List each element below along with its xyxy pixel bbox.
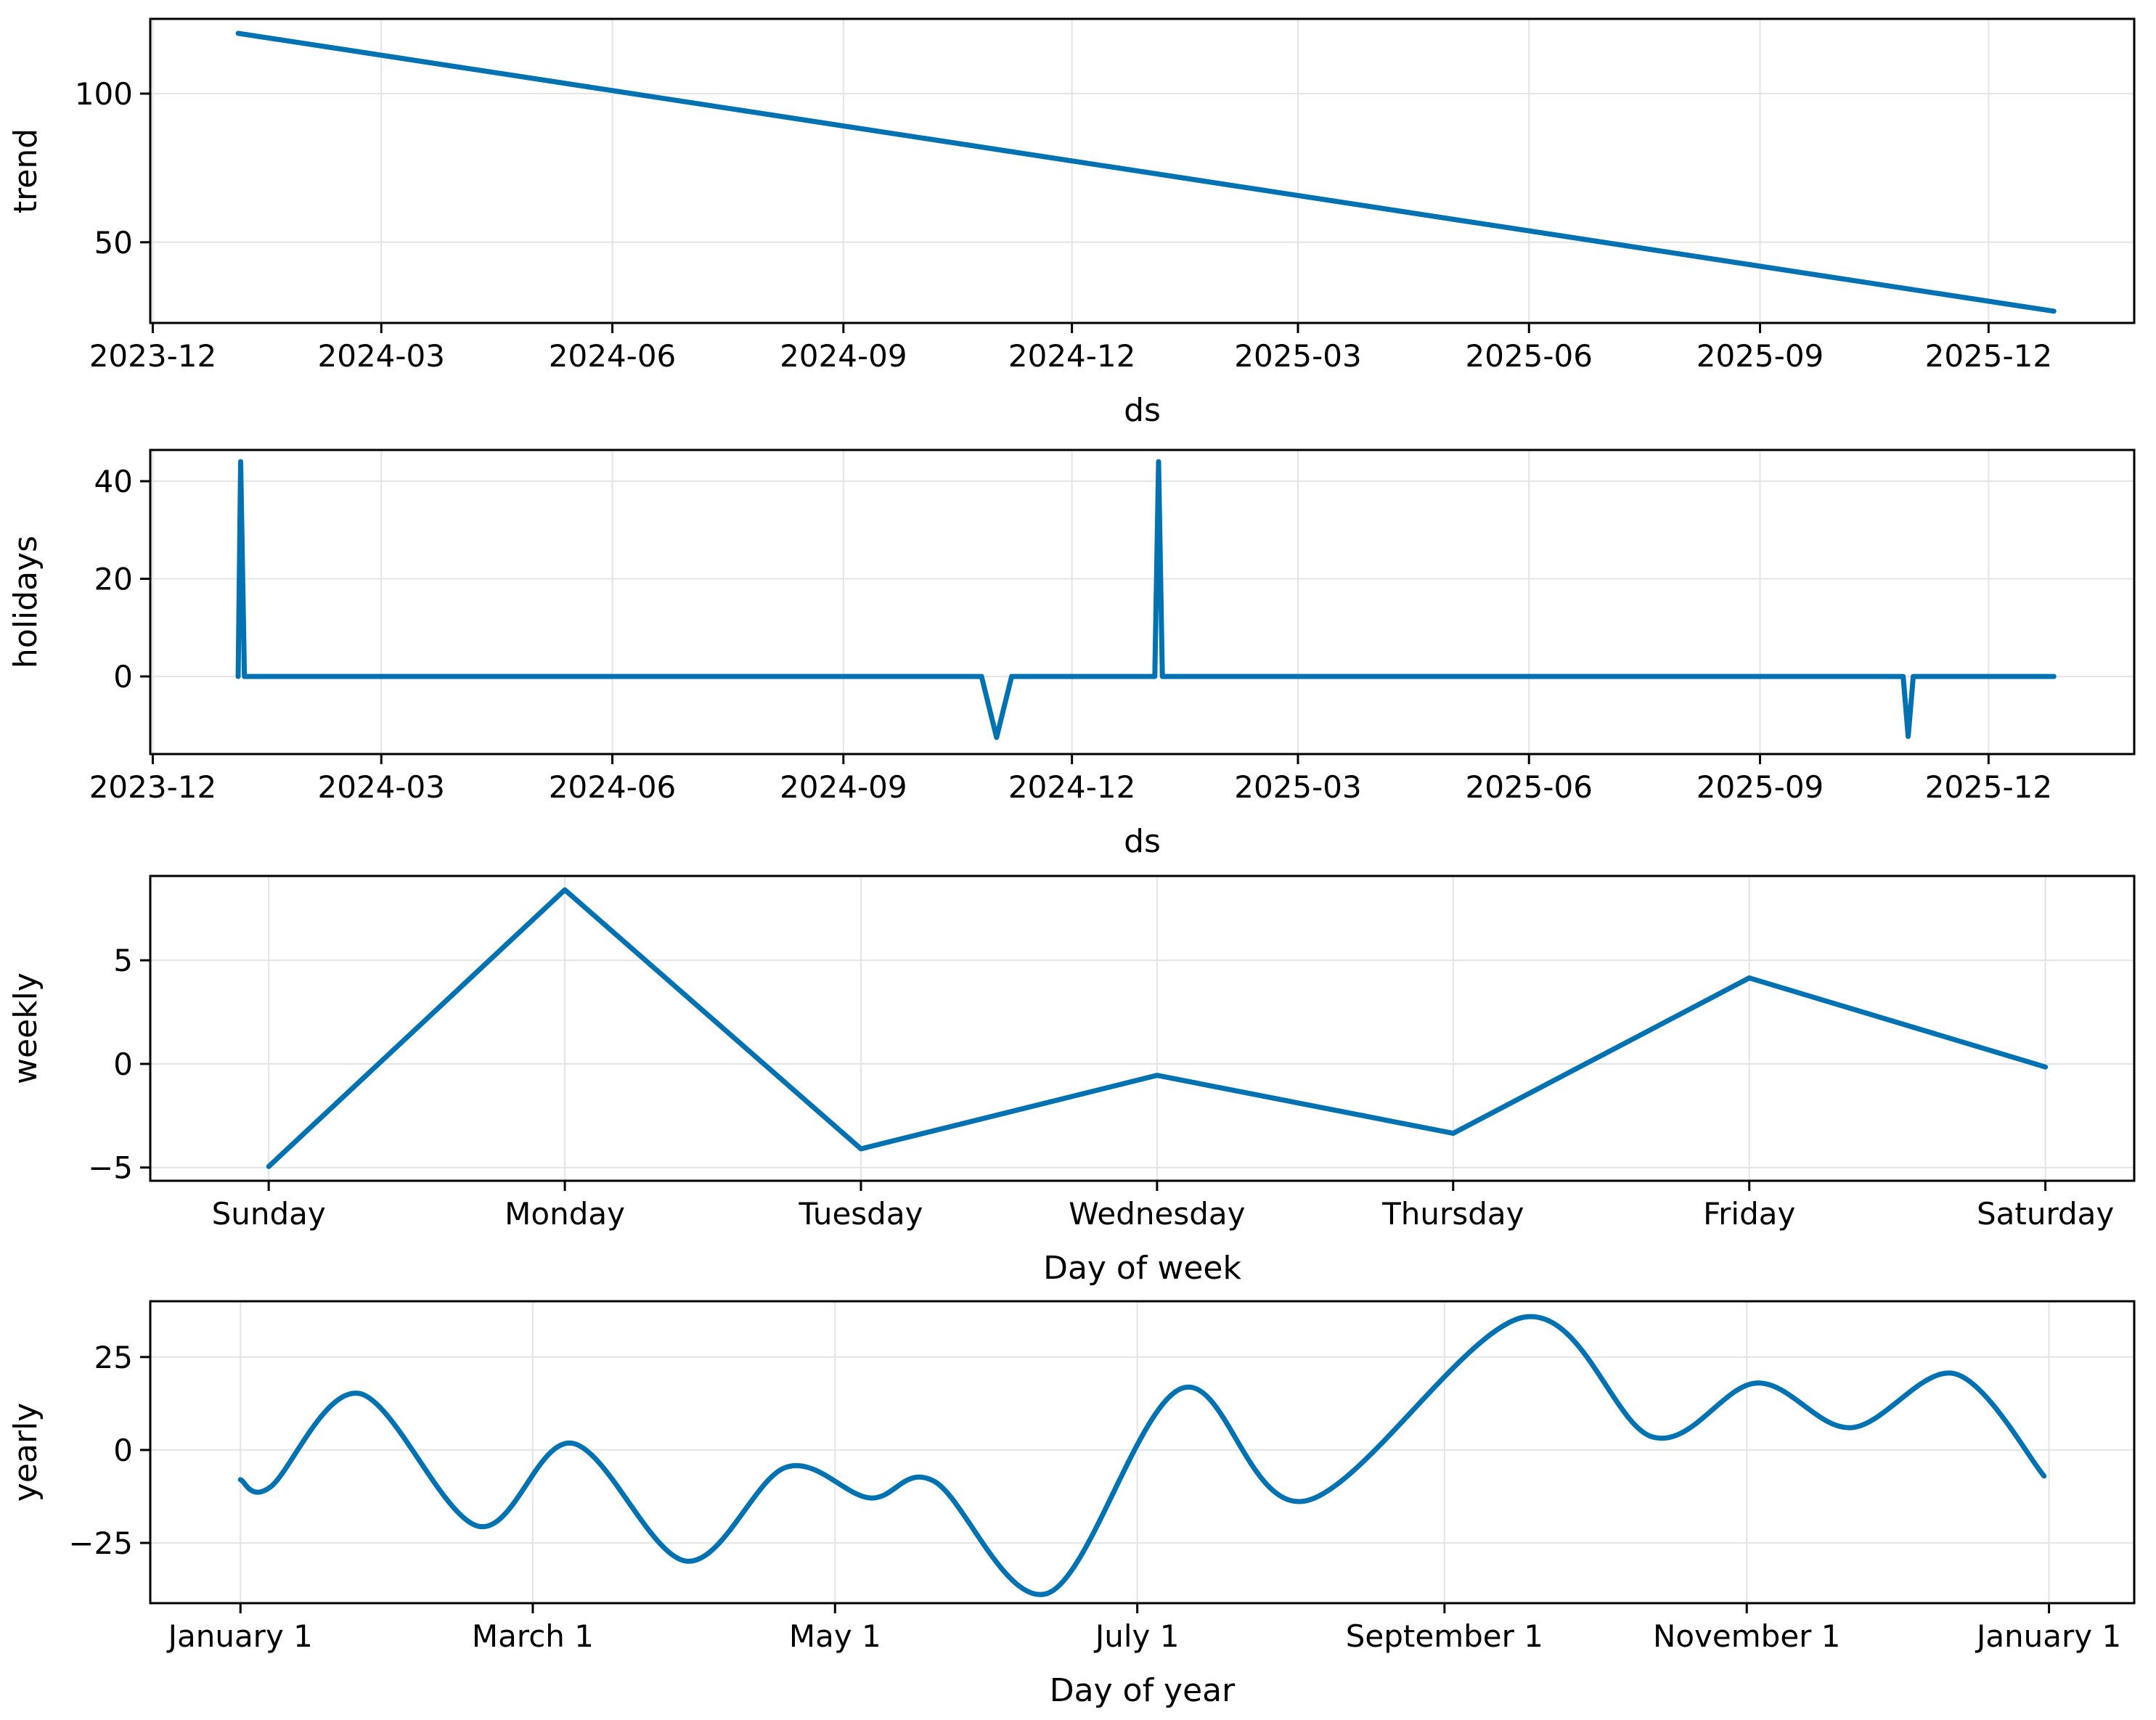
holidays-yaxis-label: holidays — [7, 536, 44, 668]
yearly-chart: January 1 March 1 May 1 July 1 September 1 No… — [7, 1300, 2136, 1709]
trend-x-tick-label: 2024-06 — [549, 338, 677, 374]
yearly-y-tick-label: 25 — [94, 1340, 133, 1375]
weekly-x-tick-label: Saturday — [1977, 1196, 2114, 1232]
holidays-y-tick-label: 40 — [94, 464, 133, 499]
yearly-line — [237, 1314, 2047, 1597]
weekly-yaxis-label: weekly — [7, 972, 44, 1084]
holidays-x-tick-label: 2024-03 — [318, 769, 446, 805]
trend-xaxis-label: ds — [1124, 392, 1161, 429]
yearly-xaxis-label: Day of year — [1050, 1672, 1236, 1709]
weekly-line — [266, 887, 2049, 1169]
trend-x-tick-label: 2025-09 — [1696, 338, 1824, 374]
weekly-y-tick-label: 0 — [113, 1047, 133, 1082]
yearly-axes-frame — [149, 1300, 2136, 1605]
trend-x-tick-label: 2024-09 — [780, 338, 907, 374]
holidays-x-tick-label: 2025-03 — [1234, 769, 1362, 805]
trend-x-tick-label: 2025-03 — [1234, 338, 1362, 374]
yearly-x-tick-label: September 1 — [1346, 1618, 1543, 1654]
yearly-x-tick-label: May 1 — [789, 1618, 881, 1654]
weekly-xaxis-label: Day of week — [1043, 1250, 1241, 1287]
yearly-y-tick-label: 0 — [113, 1433, 133, 1468]
yearly-x-tick-label: November 1 — [1653, 1618, 1841, 1654]
yearly-x-tick-label: January 1 — [1975, 1618, 2121, 1654]
yearly-y-tick-label: −25 — [68, 1526, 133, 1561]
trend-x-tick-label: 2023-12 — [89, 338, 217, 374]
trend-chart: 2023-12 2024-03 2024-06 2024-09 2024-12 2025-… — [7, 17, 2136, 429]
holidays-x-tick-label: 2025-09 — [1696, 769, 1824, 805]
trend-x-tick-label: 2025-12 — [1925, 338, 2053, 374]
yearly-x-tick-label: July 1 — [1093, 1618, 1180, 1654]
weekly-x-tick-label: Monday — [505, 1196, 625, 1232]
trend-y-tick-label: 50 — [94, 225, 133, 261]
holidays-axes-frame — [149, 449, 2136, 755]
yearly-x-tick-label: January 1 — [166, 1618, 313, 1654]
trend-x-tick-label: 2024-03 — [318, 338, 446, 374]
holidays-x-tick-label: 2024-12 — [1008, 769, 1136, 805]
yearly-yaxis-label: yearly — [7, 1403, 44, 1502]
trend-axes-frame — [149, 17, 2136, 324]
holidays-line — [235, 459, 2057, 740]
weekly-x-tick-label: Wednesday — [1069, 1196, 1245, 1232]
weekly-y-tick-label: 5 — [113, 943, 133, 978]
weekly-x-tick-label: Tuesday — [799, 1196, 923, 1232]
holidays-chart: 2023-12 2024-03 2024-06 2024-09 2024-12 2025-… — [7, 449, 2136, 860]
holidays-x-tick-label: 2024-09 — [780, 769, 907, 805]
weekly-x-tick-label: Sunday — [212, 1196, 326, 1232]
holidays-xaxis-label: ds — [1124, 823, 1161, 860]
trend-y-tick-label: 100 — [75, 76, 133, 112]
holidays-y-tick-label: 0 — [113, 659, 133, 695]
trend-line — [235, 30, 2057, 314]
weekly-chart: Sunday Monday Tuesday Wednesday Thursday Frid… — [7, 875, 2136, 1287]
trend-x-tick-label: 2025-06 — [1466, 338, 1593, 374]
holidays-x-tick-label: 2024-06 — [549, 769, 677, 805]
weekly-axes-frame — [149, 875, 2136, 1182]
trend-x-tick-label: 2024-12 — [1008, 338, 1136, 374]
weekly-x-tick-label: Thursday — [1381, 1196, 1524, 1232]
holidays-x-tick-label: 2023-12 — [89, 769, 217, 805]
yearly-x-tick-label: March 1 — [472, 1618, 594, 1654]
weekly-y-tick-label: −5 — [88, 1150, 133, 1186]
holidays-x-tick-label: 2025-12 — [1925, 769, 2053, 805]
holidays-y-tick-label: 20 — [94, 562, 133, 597]
weekly-x-tick-label: Friday — [1703, 1196, 1795, 1232]
trend-yaxis-label: trend — [7, 128, 44, 213]
holidays-x-tick-label: 2025-06 — [1466, 769, 1593, 805]
